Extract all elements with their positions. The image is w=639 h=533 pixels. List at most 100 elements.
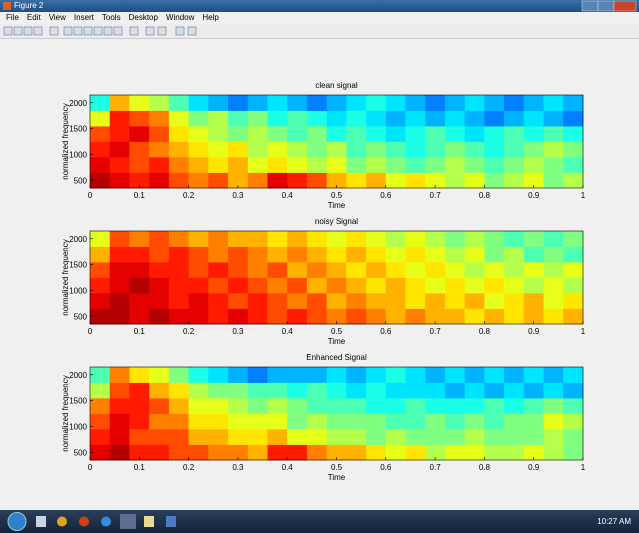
taskbar-app[interactable] — [101, 517, 111, 527]
heatmap-cell — [208, 293, 228, 309]
heatmap-cell — [406, 157, 426, 173]
tool-button[interactable] — [14, 27, 22, 35]
menu-item[interactable]: Help — [202, 12, 218, 24]
heatmap-cell — [129, 111, 149, 127]
heatmap-cell — [149, 398, 169, 414]
x-tick-label: 0.9 — [528, 463, 540, 472]
menu-item[interactable]: Edit — [27, 12, 41, 24]
heatmap-cell — [484, 414, 504, 430]
x-tick-label: 0.1 — [134, 463, 146, 472]
menu-item[interactable]: File — [6, 12, 19, 24]
heatmap-cell — [228, 367, 248, 383]
x-tick-label: 0.4 — [282, 463, 294, 472]
heatmap-cell — [386, 173, 406, 189]
x-tick-label: 1 — [581, 191, 586, 200]
heatmap-cell — [406, 262, 426, 278]
heatmap-cell — [366, 126, 386, 142]
heatmap-cell — [307, 429, 327, 445]
heatmap-cell — [484, 111, 504, 127]
heatmap-cell — [504, 383, 524, 399]
tool-button[interactable] — [50, 27, 58, 35]
heatmap-cell — [267, 142, 287, 158]
tool-button[interactable] — [24, 27, 32, 35]
heatmap-cell — [425, 414, 445, 430]
heatmap-cell — [484, 309, 504, 325]
heatmap-cell — [346, 126, 366, 142]
menu-item[interactable]: View — [49, 12, 66, 24]
heatmap-cell — [90, 367, 110, 383]
heatmap-cell — [307, 278, 327, 294]
heatmap-cell — [465, 262, 485, 278]
heatmap-cell — [110, 262, 130, 278]
tool-button[interactable] — [4, 27, 12, 35]
heatmap-cell — [307, 367, 327, 383]
tool-button[interactable] — [94, 27, 102, 35]
heatmap-cell — [504, 142, 524, 158]
heatmap-cell — [445, 95, 465, 111]
taskbar-app[interactable] — [166, 516, 176, 527]
y-axis-label: normalized frequency — [61, 375, 70, 451]
heatmap-cell — [346, 429, 366, 445]
x-tick-label: 0.5 — [331, 327, 343, 336]
taskbar-app[interactable] — [57, 517, 67, 527]
tool-button[interactable] — [114, 27, 122, 35]
tool-button[interactable] — [64, 27, 72, 35]
tool-button[interactable] — [176, 27, 184, 35]
heatmap-cell — [524, 142, 544, 158]
heatmap-cell — [90, 173, 110, 189]
heatmap-cell — [287, 157, 307, 173]
heatmap-cell — [465, 414, 485, 430]
tool-button[interactable] — [104, 27, 112, 35]
menu-item[interactable]: Desktop — [129, 12, 158, 24]
tool-button[interactable] — [146, 27, 154, 35]
heatmap-cell — [90, 111, 110, 127]
heatmap-cell — [366, 309, 386, 325]
taskbar-app[interactable] — [79, 517, 89, 527]
heatmap-cell — [287, 293, 307, 309]
heatmap-cell — [366, 367, 386, 383]
y-axis-label: normalized frequency — [61, 103, 70, 179]
tool-button[interactable] — [130, 27, 138, 35]
x-tick-label: 0.4 — [282, 191, 294, 200]
x-tick-label: 0.1 — [134, 191, 146, 200]
heatmap-cell — [425, 367, 445, 383]
heatmap-cell — [425, 142, 445, 158]
heatmap-cell — [524, 278, 544, 294]
menu-item[interactable]: Insert — [74, 12, 94, 24]
chart-title: clean signal — [315, 81, 357, 90]
heatmap-cell — [248, 173, 268, 189]
menu-item[interactable]: Window — [166, 12, 194, 24]
y-tick-label: 1000 — [69, 150, 87, 159]
heatmap-cell — [307, 398, 327, 414]
heatmap-cell — [110, 445, 130, 461]
heatmap-cell — [307, 173, 327, 189]
heatmap-cell — [267, 278, 287, 294]
tool-button[interactable] — [158, 27, 166, 35]
heatmap-cell — [563, 278, 583, 294]
heatmap-cell — [129, 278, 149, 294]
tool-button[interactable] — [34, 27, 42, 35]
heatmap-cell — [287, 445, 307, 461]
start-button[interactable] — [8, 513, 26, 531]
tool-button[interactable] — [74, 27, 82, 35]
taskbar-app[interactable] — [36, 516, 46, 527]
minimize-button[interactable] — [582, 1, 598, 11]
heatmap-cell — [90, 262, 110, 278]
x-tick-label: 0 — [88, 191, 93, 200]
tool-button[interactable] — [84, 27, 92, 35]
heatmap-cell — [524, 111, 544, 127]
heatmap-cell — [563, 142, 583, 158]
heatmap-cell — [149, 383, 169, 399]
y-tick-label: 500 — [74, 312, 88, 321]
heatmap-cell — [504, 367, 524, 383]
tool-button[interactable] — [188, 27, 196, 35]
heatmap-cell — [524, 367, 544, 383]
maximize-button[interactable] — [598, 1, 614, 11]
taskbar-app[interactable] — [144, 516, 154, 527]
menu-item[interactable]: Tools — [102, 12, 121, 24]
taskbar-app[interactable] — [120, 514, 136, 529]
heatmap-cell — [386, 157, 406, 173]
close-button[interactable] — [614, 1, 636, 11]
heatmap-cell — [445, 293, 465, 309]
heatmap-cell — [169, 398, 189, 414]
